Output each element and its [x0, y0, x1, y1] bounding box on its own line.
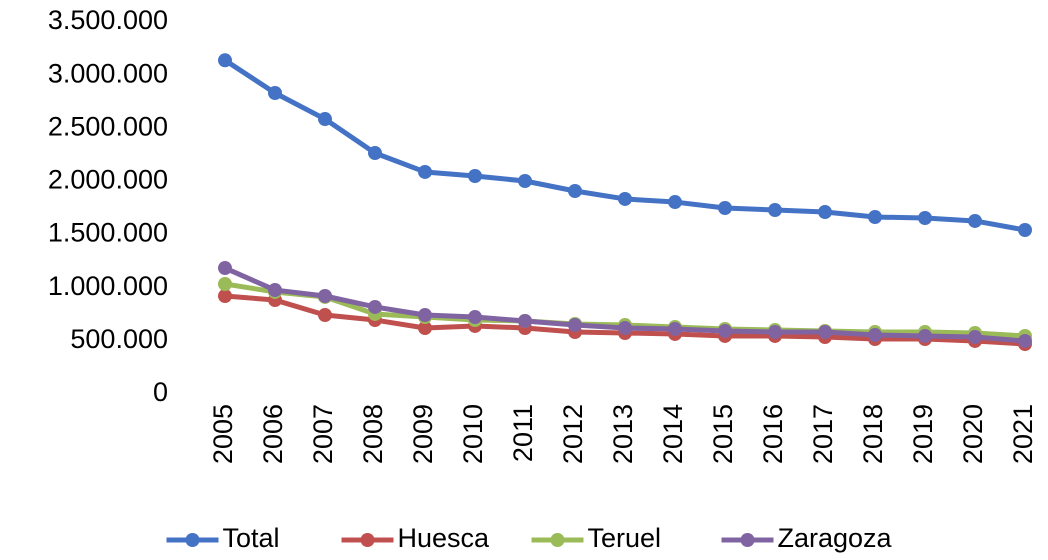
data-point [918, 210, 932, 225]
data-point [318, 308, 332, 323]
data-point [468, 310, 482, 325]
x-tick-label: 2019 [908, 404, 938, 464]
data-point [268, 85, 282, 100]
data-point [268, 283, 282, 298]
legend-label: Total [223, 523, 280, 553]
legend-label: Zaragoza [778, 523, 893, 553]
data-point [518, 174, 532, 189]
x-tick-label: 2011 [508, 404, 538, 462]
y-tick-label: 500.000 [70, 324, 168, 354]
data-point [518, 313, 532, 328]
x-tick-label: 2012 [558, 404, 588, 464]
data-point [768, 325, 782, 340]
data-point [868, 328, 882, 343]
legend-label: Huesca [398, 523, 491, 553]
data-point [818, 325, 832, 340]
data-point [718, 201, 732, 215]
data-point [668, 321, 682, 336]
y-tick-label: 3.000.000 [48, 58, 168, 88]
x-tick-label: 2016 [758, 404, 788, 464]
data-point [918, 328, 932, 343]
data-point [418, 308, 432, 323]
x-tick-label: 2009 [408, 404, 438, 464]
x-tick-label: 2013 [608, 404, 638, 464]
data-point [818, 205, 832, 220]
legend-marker [740, 533, 755, 547]
legend-label: Teruel [588, 523, 662, 553]
data-point [368, 299, 382, 314]
x-tick-label: 2006 [258, 404, 288, 464]
data-point [968, 213, 982, 228]
y-tick-label: 1.500.000 [48, 218, 168, 248]
x-tick-label: 2008 [358, 404, 388, 464]
y-tick-label: 2.000.000 [48, 165, 168, 195]
data-point [1018, 333, 1032, 348]
data-point [768, 203, 782, 218]
x-tick-label: 2021 [1008, 404, 1038, 464]
x-tick-label: 2017 [808, 404, 838, 464]
data-point [1018, 223, 1032, 238]
x-tick-label: 2015 [708, 404, 738, 464]
data-point [618, 191, 632, 206]
data-point [618, 320, 632, 335]
legend-marker [550, 533, 565, 547]
data-point [318, 112, 332, 127]
data-point [218, 289, 232, 304]
x-tick-label: 2005 [208, 404, 238, 464]
data-point [568, 183, 582, 198]
data-point [218, 261, 232, 276]
data-point [718, 323, 732, 338]
x-tick-label: 2014 [658, 404, 688, 464]
data-point [968, 330, 982, 345]
x-tick-label: 2018 [858, 404, 888, 464]
data-point [468, 169, 482, 184]
legend-marker [185, 533, 200, 547]
data-point [418, 320, 432, 335]
data-point [868, 210, 882, 225]
data-point [368, 146, 382, 161]
legend-marker [360, 533, 375, 547]
y-tick-label: 0 [153, 377, 168, 407]
data-point [568, 318, 582, 333]
y-tick-label: 1.000.000 [48, 271, 168, 301]
x-tick-label: 2020 [958, 404, 988, 464]
data-point [318, 289, 332, 304]
data-point [668, 195, 682, 210]
data-point [218, 53, 232, 68]
data-point [218, 276, 232, 291]
y-tick-label: 3.500.000 [48, 5, 168, 35]
x-tick-label: 2007 [308, 404, 338, 464]
y-tick-label: 2.500.000 [48, 111, 168, 141]
data-point [418, 164, 432, 179]
x-tick-label: 2010 [458, 404, 488, 464]
